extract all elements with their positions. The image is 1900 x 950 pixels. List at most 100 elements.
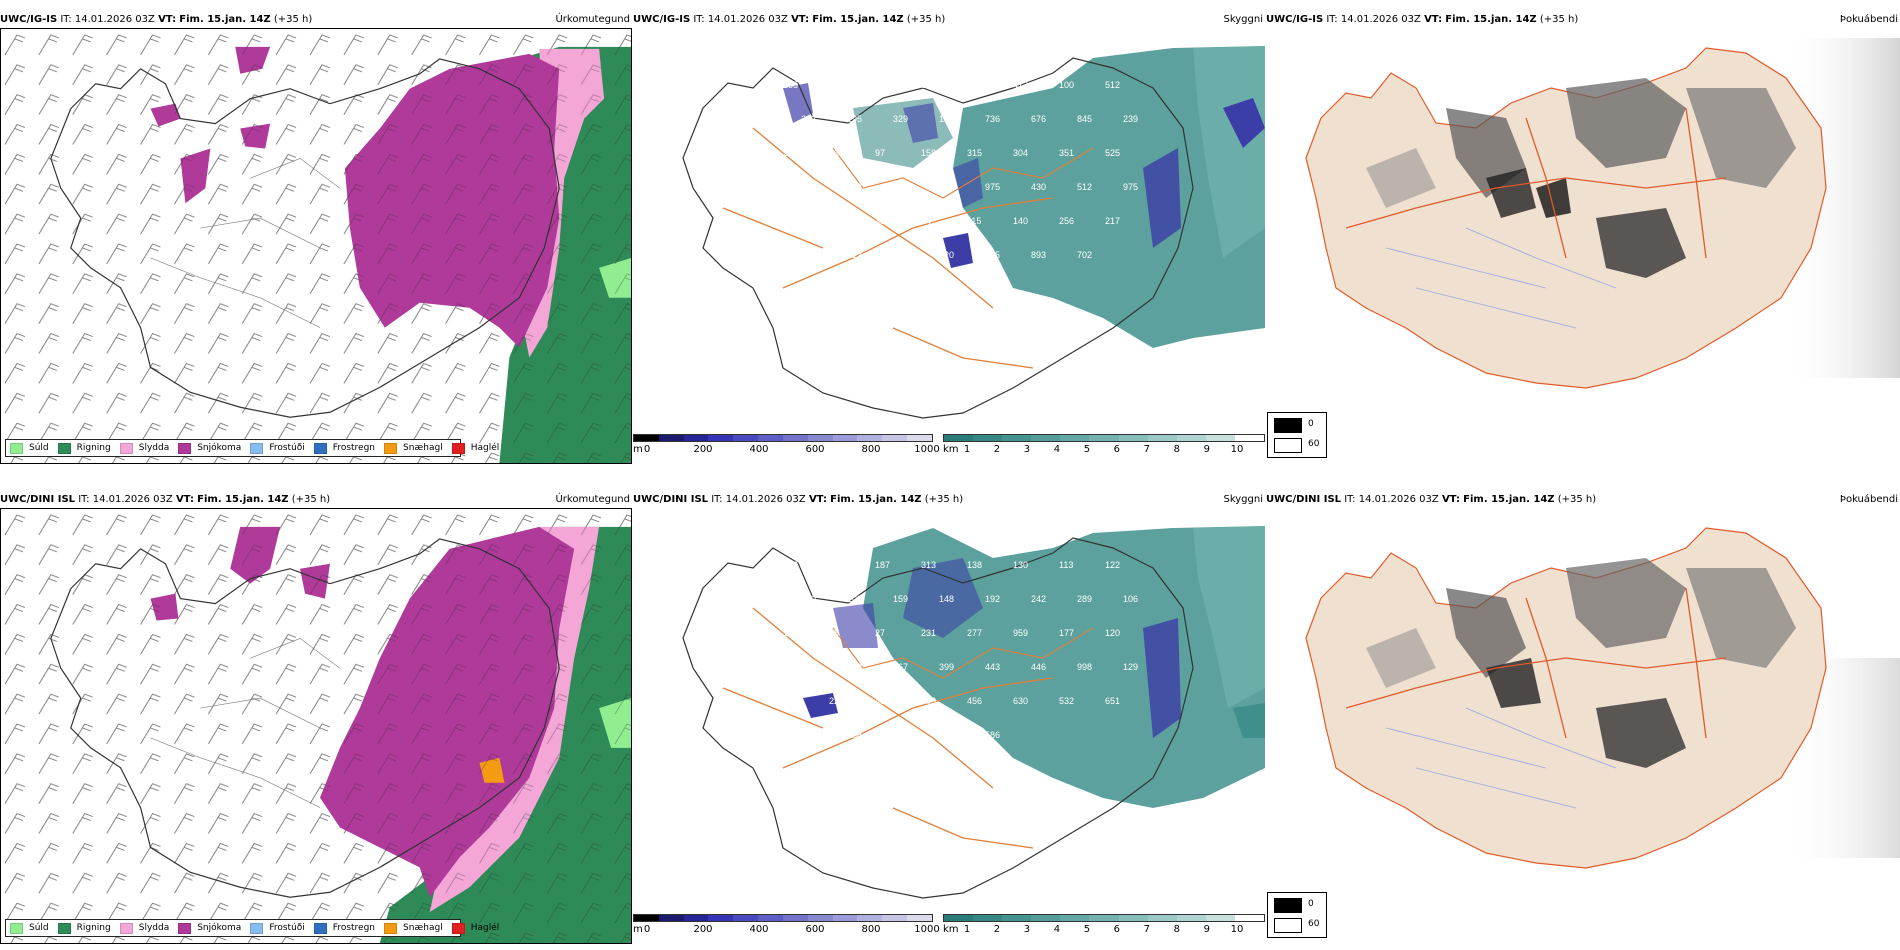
fog-map[interactable]	[1266, 508, 1900, 892]
cloud-panel-top: UWC/IG-IS IT: 14.01.2026 03Z VT: Fim. 15…	[633, 12, 1265, 464]
panel-header: UWC/IG-IS IT: 14.01.2026 03Z VT: Fim. 15…	[1266, 12, 1900, 28]
ceiling-value: 231	[921, 628, 936, 638]
ceiling-value: 242	[1031, 594, 1046, 604]
ceiling-value: 237	[829, 148, 844, 158]
valid-time: Fim. 15.jan. 14Z	[197, 494, 289, 505]
valid-time: Fim. 15.jan. 14Z	[1463, 494, 1555, 505]
visibility-tick: 7	[1143, 444, 1150, 455]
model-name: UWC/IG-IS	[0, 14, 58, 25]
ceiling-tick: 1000	[914, 444, 940, 455]
cloud-light-swatch	[1274, 918, 1302, 933]
ceiling-value: 239	[1123, 114, 1138, 124]
visibility-ticks: 1 2 3 4 5 6 7 8 9 10	[963, 924, 1244, 936]
precip-legend: Súld Rigning Slydda Snjókoma Frostúði Fr…	[5, 919, 499, 937]
precip-map[interactable]: Súld Rigning Slydda Snjókoma Frostúði Fr…	[0, 28, 632, 464]
cloud-map[interactable]: 165 342 169 97 103 473 100 512 212 295 329 145 736 67…	[633, 28, 1265, 428]
colorbar-segment	[1002, 435, 1032, 441]
ceiling-tick: 600	[805, 924, 825, 935]
ceiling-value: 630	[1013, 696, 1028, 706]
colorbar-segment	[708, 915, 734, 921]
legend-swatch	[313, 442, 327, 454]
ceiling-colorbar: m 0 200 400 600 800 1000	[633, 914, 943, 936]
visibility-tick: 2	[993, 444, 1001, 455]
lead-time: (+35 h)	[273, 14, 313, 25]
ceiling-value: 488	[875, 696, 890, 706]
ceiling-value: 130	[1013, 560, 1028, 570]
iceland-outline	[682, 57, 1194, 419]
issue-label: IT:	[693, 14, 705, 25]
issue-time: 14.01.2026 03Z	[92, 494, 173, 505]
ceiling-value: 342	[829, 80, 844, 90]
ceiling-value: 150	[783, 696, 798, 706]
ceiling-value: 145	[939, 114, 954, 124]
panel-header: UWC/DINI ISL IT: 14.01.2026 03Z VT: Fim.…	[0, 492, 632, 508]
ceiling-value: 138	[967, 560, 982, 570]
legend-item: Snæhagl	[384, 922, 443, 934]
ceiling-ticks: 0 200 400 600 800 1000	[644, 444, 940, 456]
ceiling-colorbar: m 0 200 400 600 800 1000	[633, 434, 943, 456]
ceiling-value: 430	[1031, 182, 1046, 192]
ceiling-value: 134	[939, 730, 954, 740]
colorbar-segment	[733, 915, 759, 921]
ceiling-value: 109	[847, 594, 862, 604]
valid-time: Fim. 15.jan. 14Z	[812, 14, 904, 25]
fog-map[interactable]	[1266, 28, 1900, 412]
ceiling-value: 199	[783, 560, 798, 570]
cloud-map-svg: 165 342 169 97 103 473 100 512 212 295 329 145 736 67…	[682, 46, 1265, 419]
legend-label: Snjókoma	[197, 923, 242, 933]
colorbar-segment	[1176, 435, 1206, 441]
ceiling-value: 212	[801, 114, 816, 124]
cloud-cover-legend: 0 60	[1267, 892, 1327, 938]
ceiling-tick: 200	[693, 924, 713, 935]
ceiling-value: 187	[893, 730, 908, 740]
legend-swatch	[451, 442, 465, 454]
issue-time: 14.01.2026 03Z	[1358, 494, 1439, 505]
ceiling-value: 122	[1105, 560, 1120, 570]
iceland-terrain	[1305, 527, 1827, 869]
legend-label: Rigning	[76, 923, 111, 933]
colorbar-segment	[658, 915, 684, 921]
colorbar-segment	[1176, 915, 1206, 921]
cloud-dark-swatch	[1274, 898, 1302, 913]
visibility-unit: km	[943, 924, 959, 935]
colorbar-segment	[1060, 915, 1090, 921]
ceiling-value: 473	[1013, 80, 1028, 90]
ceiling-tick: 0	[643, 924, 651, 935]
issue-label: IT:	[1344, 494, 1356, 505]
ceiling-value: 176	[801, 182, 816, 192]
legend-label: Frostregn	[332, 443, 376, 453]
panel-header: UWC/IG-IS IT: 14.01.2026 03Z VT: Fim. 15…	[0, 12, 632, 28]
colorbar-segment	[634, 435, 659, 441]
valid-label: VT:	[808, 494, 827, 505]
visibility-tick: 10	[1230, 924, 1244, 935]
ceiling-value: 313	[921, 560, 936, 570]
cloud-map[interactable]: 199 572 187 313 138 130 113 122 100 109 159 148 192 2…	[633, 508, 1265, 908]
ceiling-value: 106	[1123, 594, 1138, 604]
legend-item: Frostregn	[313, 442, 376, 454]
visibility-bar	[943, 914, 1265, 922]
colorbar-segment	[733, 435, 759, 441]
colorbar-segment	[1089, 435, 1119, 441]
colorbar-segment	[658, 435, 684, 441]
visibility-colorbar: km 1 2 3 4 5 6 7 8 9 10	[943, 434, 1265, 456]
ceiling-value: 443	[985, 662, 1000, 672]
panel-title: Þokuábendi	[1839, 494, 1898, 505]
colorbar-segment	[708, 435, 734, 441]
panel-header: UWC/IG-IS IT: 14.01.2026 03Z VT: Fim. 15…	[633, 12, 1265, 28]
colorbar-segment	[973, 435, 1003, 441]
ceiling-unit: m	[633, 444, 643, 455]
visibility-tick: 8	[1173, 444, 1180, 455]
visibility-tick: 4	[1053, 444, 1061, 455]
visibility-tick: 1	[963, 444, 971, 455]
precip-map[interactable]: Súld Rigning Slydda Snjókoma Frostúði Fr…	[0, 508, 632, 944]
legend-item: Rigning	[57, 922, 111, 934]
visibility-tick: 1	[963, 924, 971, 935]
ceiling-value: 395	[893, 250, 908, 260]
legend-swatch	[313, 922, 327, 934]
colorbar-segment	[857, 915, 883, 921]
colorbar-segment	[758, 435, 783, 441]
legend-item: Haglél	[451, 442, 499, 454]
legend-swatch	[57, 922, 71, 934]
ceiling-value: 167	[893, 662, 908, 672]
legend-item: Súld	[10, 922, 49, 934]
